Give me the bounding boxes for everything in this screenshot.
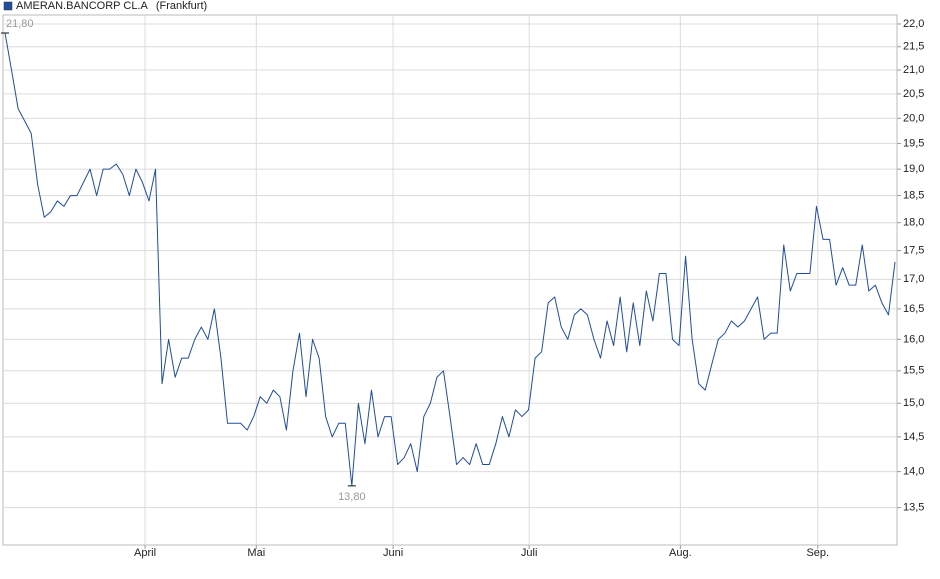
plot-frame xyxy=(2,14,898,546)
y-tick-label: 22,0 xyxy=(903,18,924,30)
extreme-label: 13,80 xyxy=(338,491,366,503)
y-tick-label: 14,0 xyxy=(903,466,924,478)
y-tick-label: 20,0 xyxy=(903,112,924,124)
legend-label: AMERAN.BANCORP CL.A xyxy=(16,0,148,12)
legend-exchange: (Frankfurt) xyxy=(156,0,207,12)
y-tick-label: 19,5 xyxy=(903,137,924,149)
x-tick-label: Juni xyxy=(383,547,403,559)
y-tick-label: 20,5 xyxy=(903,88,924,100)
extreme-label: 21,80 xyxy=(6,18,34,30)
y-tick-label: 17,0 xyxy=(903,273,924,285)
x-tick-label: Sep. xyxy=(806,547,829,559)
y-tick-label: 13,5 xyxy=(903,502,924,514)
y-tick-label: 18,5 xyxy=(903,189,924,201)
x-tick-label: Juli xyxy=(521,547,538,559)
y-tick-label: 21,5 xyxy=(903,41,924,53)
y-tick-label: 14,5 xyxy=(903,431,924,443)
y-tick-label: 19,0 xyxy=(903,163,924,175)
y-tick-label: 16,0 xyxy=(903,333,924,345)
y-tick-label: 16,5 xyxy=(903,303,924,315)
x-tick-label: Aug. xyxy=(669,547,692,559)
y-tick-label: 15,5 xyxy=(903,365,924,377)
y-tick-label: 17,5 xyxy=(903,245,924,257)
x-tick-label: April xyxy=(134,547,156,559)
y-tick-label: 15,0 xyxy=(903,397,924,409)
y-tick-label: 18,0 xyxy=(903,217,924,229)
legend-swatch xyxy=(3,1,13,11)
x-tick-label: Mai xyxy=(247,547,265,559)
price-line xyxy=(4,32,896,487)
y-tick-label: 21,0 xyxy=(903,64,924,76)
